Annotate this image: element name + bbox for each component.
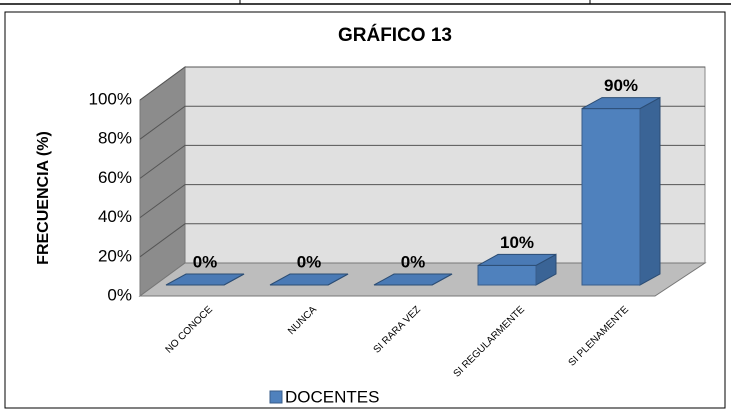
side-wall — [139, 66, 186, 297]
chart-border — [4, 11, 726, 409]
grid-line — [139, 105, 705, 140]
bar — [477, 264, 537, 286]
legend-label: DOCENTES — [285, 387, 379, 406]
bar-top — [373, 273, 453, 286]
y-axis-label: FRECUENCIA (%) — [35, 131, 52, 265]
value-label: 10% — [500, 233, 534, 252]
x-tick-label: SI RARA VEZ — [372, 304, 423, 355]
y-tick-label: 40% — [98, 207, 132, 226]
chart-title: GRÁFICO 13 — [338, 24, 452, 46]
y-tick-label: 0% — [107, 285, 132, 304]
y-tick-label: 80% — [98, 129, 132, 148]
grid-line — [139, 66, 705, 101]
grid-line — [139, 223, 705, 258]
value-label: 0% — [193, 252, 218, 271]
x-tick-label: SI REGULARMENTE — [452, 304, 528, 380]
bar-top — [165, 273, 245, 286]
x-tick-label: SI PLENAMENTE — [567, 304, 632, 369]
value-label: 0% — [401, 252, 426, 271]
grid-line — [139, 144, 705, 179]
value-label: 90% — [604, 76, 638, 95]
legend-swatch — [269, 390, 283, 404]
y-tick-label: 100% — [89, 89, 132, 108]
grid-line — [139, 184, 705, 219]
bar-top — [269, 273, 349, 286]
bar — [581, 108, 641, 286]
y-tick-label: 60% — [98, 168, 132, 187]
x-tick-label: NO CONOCE — [164, 304, 216, 356]
x-tick-label: NUNCA — [286, 304, 319, 337]
bar-side — [639, 96, 661, 286]
y-tick-label: 20% — [98, 246, 132, 265]
bar-top — [477, 253, 557, 266]
bar-top — [581, 97, 661, 110]
value-label: 0% — [297, 252, 322, 271]
